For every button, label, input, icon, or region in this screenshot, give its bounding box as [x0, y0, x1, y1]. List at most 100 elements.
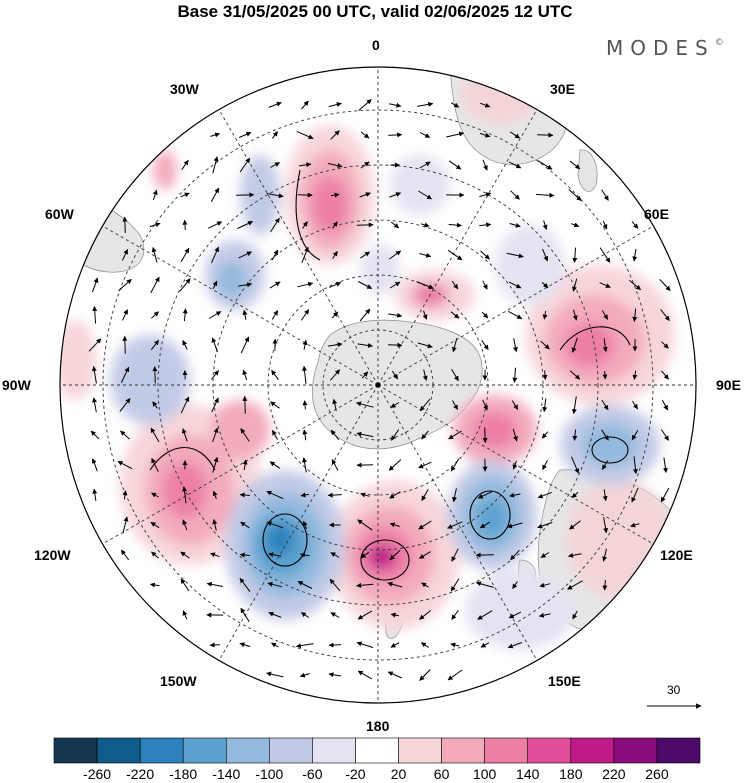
wind-vector	[448, 430, 462, 440]
wind-vector	[389, 491, 401, 499]
wind-vector	[569, 160, 581, 170]
wind-vector	[417, 342, 433, 349]
wind-vector	[390, 429, 400, 441]
wind-vector	[417, 101, 434, 107]
colorbar-swatch	[484, 737, 529, 764]
wind-vector	[327, 342, 343, 348]
wind-vector	[601, 429, 609, 441]
wind-vector	[602, 220, 608, 230]
wind-vector	[210, 132, 221, 138]
wind-vector	[92, 277, 99, 293]
wind-vector	[632, 248, 638, 262]
wind-vector	[571, 396, 577, 415]
wind-vector	[356, 582, 374, 588]
wind-vector	[151, 492, 159, 498]
wind-vector	[181, 159, 189, 170]
wind-vector	[419, 398, 431, 412]
colorbar	[53, 737, 701, 764]
wind-vector	[599, 282, 611, 288]
wind-vector	[150, 276, 160, 294]
wind-vectors	[88, 99, 671, 681]
wind-vector	[387, 671, 403, 679]
wind-vector	[211, 246, 219, 264]
wind-vector	[448, 222, 462, 228]
colorbar-tick-label: 60	[433, 766, 450, 782]
wind-vector	[356, 401, 374, 408]
wind-vector	[212, 456, 219, 473]
wind-vector	[272, 131, 278, 139]
wind-vector	[300, 552, 310, 558]
wind-vector	[92, 397, 97, 413]
wind-vector	[122, 516, 129, 534]
wind-vector	[537, 491, 552, 499]
wind-vector	[568, 552, 582, 558]
wind-vector	[391, 370, 399, 380]
label-90e: 90E	[716, 377, 741, 393]
wind-vector	[328, 642, 342, 648]
wind-vector	[206, 581, 223, 587]
wind-vector	[356, 641, 374, 648]
wind-vector	[182, 519, 188, 531]
wind-vector	[451, 400, 459, 410]
wind-vector	[390, 221, 400, 229]
wind-vector	[119, 398, 131, 412]
wind-vector	[356, 431, 374, 438]
colorbar-swatch	[139, 737, 184, 764]
wind-vector	[632, 308, 638, 322]
wind-vector	[271, 429, 279, 440]
brand-logo: MODES©	[606, 36, 724, 60]
wind-vector	[508, 281, 522, 289]
wind-vector	[390, 612, 400, 618]
wind-vector	[389, 281, 401, 289]
map-title: Base 31/05/2025 00 UTC, valid 02/06/2025…	[177, 2, 573, 21]
wind-vector	[450, 578, 460, 592]
wind-vector	[482, 280, 488, 290]
wind-vector	[661, 399, 669, 411]
wind-vector	[360, 251, 371, 259]
wind-vector	[240, 607, 250, 623]
wind-vector	[602, 579, 608, 591]
wind-vector	[512, 428, 518, 442]
colorbar-tick-label: -140	[212, 766, 241, 782]
label-30e: 30E	[550, 81, 575, 97]
wind-vector	[662, 457, 668, 473]
wind-vector	[633, 456, 638, 475]
wind-vector	[507, 522, 523, 529]
wind-vector	[358, 99, 372, 111]
wind-vector	[330, 429, 340, 441]
wind-vector	[271, 369, 279, 380]
colorbar-tick-label: -180	[169, 766, 198, 782]
wind-vector	[450, 102, 460, 108]
wind-vector	[542, 460, 548, 471]
wind-vector	[152, 401, 158, 409]
wind-vector	[451, 280, 459, 290]
wind-vector	[540, 340, 550, 350]
wind-vector	[120, 366, 130, 384]
wind-vector	[477, 610, 493, 620]
wind-vector	[571, 456, 580, 474]
wind-vector	[601, 189, 609, 201]
wind-vector	[299, 162, 312, 168]
wind-vector	[542, 248, 549, 262]
wind-vector	[571, 491, 579, 499]
wind-vector	[508, 310, 523, 320]
wind-vector	[181, 428, 188, 442]
wind-vector	[208, 221, 223, 229]
wind-vector	[330, 192, 340, 198]
wind-vector	[210, 187, 220, 203]
wind-vector	[328, 102, 342, 108]
wind-vector	[631, 400, 639, 410]
wind-vector	[480, 250, 490, 260]
wind-vector	[117, 460, 133, 470]
wind-vector	[389, 522, 400, 528]
wind-vector	[240, 428, 250, 442]
antarctica	[312, 319, 483, 450]
wind-vector	[212, 156, 219, 174]
wind-vector	[418, 551, 431, 559]
wind-vector	[150, 339, 160, 351]
wind-vector	[239, 577, 251, 592]
wind-vector	[302, 520, 308, 529]
wind-vector	[210, 552, 220, 558]
wind-vector	[447, 249, 463, 261]
wind-vector	[541, 431, 549, 439]
